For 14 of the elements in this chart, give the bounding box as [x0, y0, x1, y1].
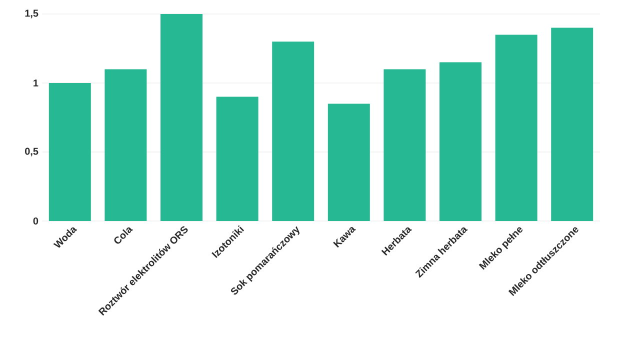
bar — [216, 96, 258, 221]
bar — [328, 104, 370, 221]
y-tick-label: 0 — [33, 217, 38, 225]
bar — [160, 14, 203, 221]
bar — [551, 28, 594, 221]
bar — [104, 69, 147, 221]
bar — [384, 69, 426, 221]
y-tick-label: 0,5 — [25, 148, 38, 156]
bar — [272, 42, 314, 221]
bar — [440, 62, 482, 221]
bar — [48, 83, 91, 221]
bar — [495, 34, 538, 221]
y-tick-label: 1 — [34, 80, 38, 86]
y-tick-label: 1,5 — [25, 10, 38, 18]
